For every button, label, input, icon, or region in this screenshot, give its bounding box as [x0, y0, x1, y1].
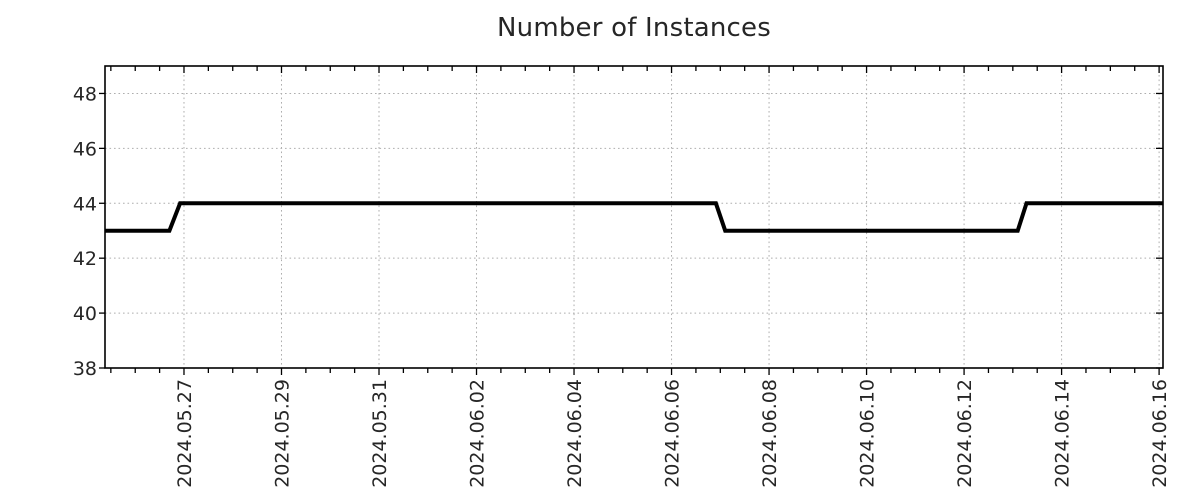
x-tick-label: 2024.06.02: [467, 379, 489, 488]
x-tick-label: 2024.06.12: [954, 379, 976, 488]
y-tick-label: 48: [73, 83, 97, 105]
x-tick-label: 2024.05.29: [271, 379, 293, 488]
y-tick-label: 42: [73, 248, 97, 270]
x-tick-label: 2024.06.06: [662, 379, 684, 488]
x-tick-label: 2024.06.16: [1149, 379, 1171, 488]
y-tick-label: 40: [73, 303, 97, 325]
x-tick-label: 2024.06.10: [857, 379, 879, 488]
y-tick-label: 38: [73, 358, 97, 380]
x-tick-label: 2024.05.27: [174, 379, 196, 488]
chart-title: Number of Instances: [497, 13, 771, 43]
y-tick-label: 44: [73, 193, 97, 215]
x-tick-label: 2024.05.31: [369, 379, 391, 488]
x-tick-label: 2024.06.08: [759, 379, 781, 488]
x-tick-label: 2024.06.04: [564, 379, 586, 488]
plot-border: [104, 65, 1164, 369]
y-tick-label: 46: [73, 138, 97, 160]
data-line: [105, 201, 1163, 233]
x-tick-label: 2024.06.14: [1052, 379, 1074, 488]
